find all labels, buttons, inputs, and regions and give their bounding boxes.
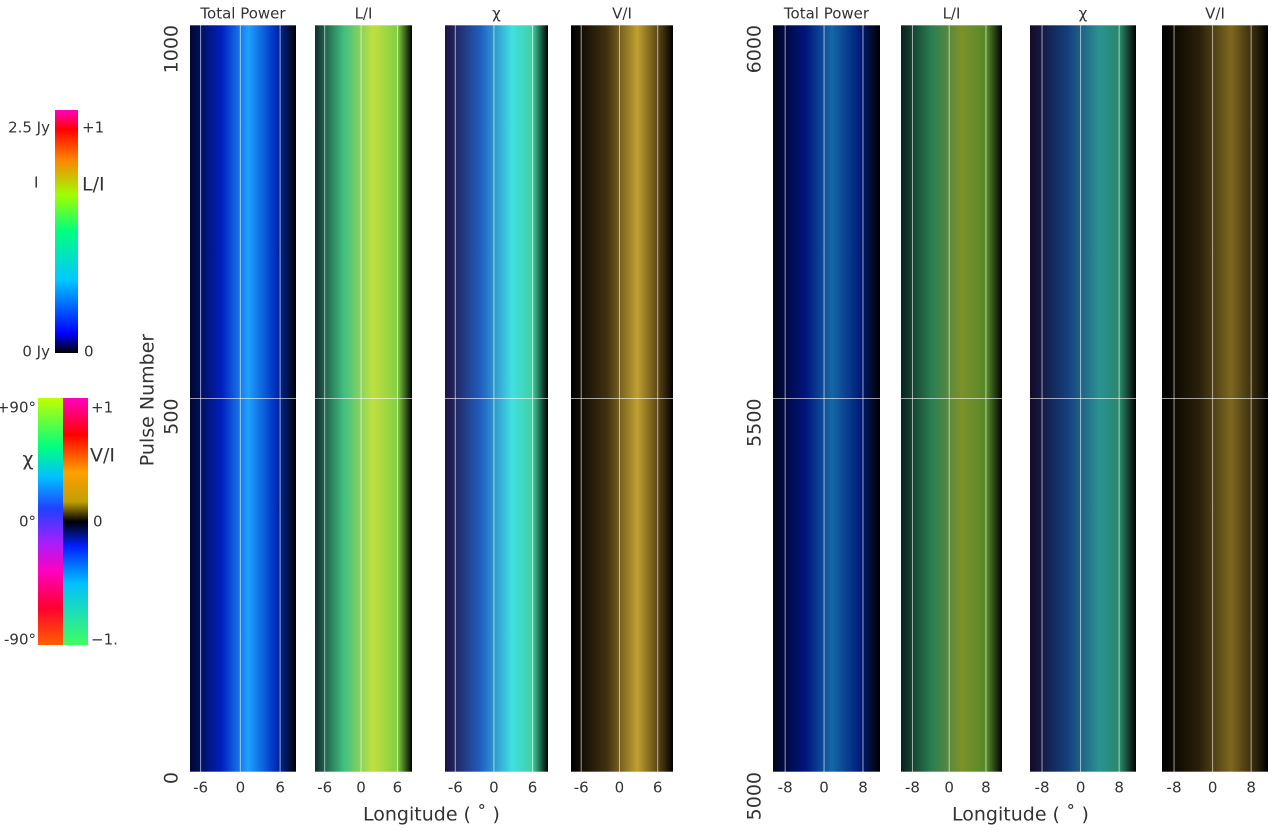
x-tick-label: 6 — [275, 779, 285, 797]
panel-title: L/I — [355, 5, 373, 23]
x-tick-label: 0 — [1076, 779, 1086, 797]
x-tick-label: 0 — [489, 779, 499, 797]
x-tick-label: 0 — [819, 779, 829, 797]
cb-label: +90° — [0, 399, 36, 417]
cb-label: V/I — [90, 445, 115, 467]
cb-label: +1 — [91, 399, 113, 417]
x-tick-label: 0 — [1208, 779, 1218, 797]
y-axis-label: Pulse Number — [137, 334, 159, 467]
x-tick-label: 8 — [981, 779, 991, 797]
y-tick-label: 6000 — [744, 25, 766, 73]
x-tick-label: 0 — [236, 779, 246, 797]
cb-label: 0 — [84, 343, 94, 361]
cb-label: −1. — [91, 631, 118, 649]
y-tick-label: 5500 — [744, 399, 766, 447]
x-tick-label: 0 — [944, 779, 954, 797]
panel-title: χ — [492, 5, 501, 23]
x-tick-label: 0 — [356, 779, 366, 797]
cb-label: -90° — [4, 631, 36, 649]
x-tick-label: 6 — [393, 779, 403, 797]
colorbar-angle — [38, 398, 63, 645]
x-tick-label: 8 — [1114, 779, 1124, 797]
x-tick-label: -8 — [1167, 779, 1182, 797]
x-tick-label: 8 — [858, 779, 868, 797]
colorbar-intensity — [55, 110, 78, 353]
colorbar-circular — [63, 398, 88, 645]
colorbars: 2.5 Jy I 0 Jy +1 L/I 0 +90° χ 0° -90° +1… — [0, 110, 118, 649]
x-tick-label: -6 — [574, 779, 589, 797]
cb-label: I — [34, 174, 38, 192]
panel-title: L/I — [943, 5, 961, 23]
panel-title: V/I — [1205, 5, 1225, 23]
x-tick-label: -8 — [1035, 779, 1050, 797]
cb-label: L/I — [82, 174, 105, 196]
x-tick-label: 8 — [1246, 779, 1256, 797]
y-tick-label: 5000 — [744, 772, 766, 820]
x-tick-label: 6 — [653, 779, 663, 797]
cb-label: 0 — [93, 513, 103, 531]
cb-label: χ — [23, 449, 34, 471]
cb-label: 0 Jy — [22, 343, 50, 361]
panel-title: V/I — [612, 5, 632, 23]
cb-label: 2.5 Jy — [8, 119, 50, 137]
cb-label: 0° — [19, 513, 36, 531]
x-tick-label: -8 — [778, 779, 793, 797]
x-tick-label: -8 — [905, 779, 920, 797]
x-tick-label: 6 — [528, 779, 538, 797]
x-tick-label: 0 — [615, 779, 625, 797]
x-tick-label: -6 — [193, 779, 208, 797]
panel-title: Total Power — [783, 5, 870, 23]
y-tick-label: 0 — [161, 772, 183, 784]
x-tick-label: -6 — [317, 779, 332, 797]
cb-label: +1 — [82, 119, 104, 137]
y-tick-label: 1000 — [161, 25, 183, 73]
panel-title: Total Power — [199, 5, 286, 23]
x-axis-label: Longitude ( ˚ ) — [363, 804, 500, 826]
x-tick-label: -6 — [448, 779, 463, 797]
x-axis-label: Longitude ( ˚ ) — [952, 804, 1089, 826]
y-tick-label: 500 — [161, 399, 183, 435]
panel-title: χ — [1079, 5, 1088, 23]
